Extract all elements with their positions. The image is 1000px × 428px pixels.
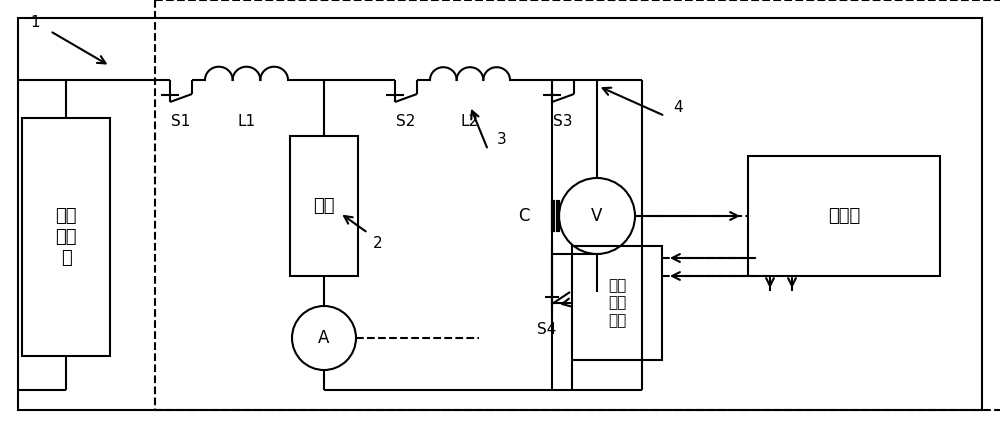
Text: S3: S3	[553, 115, 573, 130]
Bar	[572, 246, 662, 360]
Text: V: V	[591, 207, 603, 225]
Text: 4: 4	[673, 101, 683, 116]
Text: 3: 3	[497, 133, 507, 148]
Text: 2: 2	[373, 235, 383, 250]
Bar	[22, 118, 110, 356]
Text: A: A	[318, 329, 330, 347]
Text: 工控机: 工控机	[828, 207, 860, 225]
Bar	[748, 156, 940, 276]
Text: 直流
充电
电源: 直流 充电 电源	[608, 278, 626, 328]
Bar	[290, 136, 358, 276]
Text: S2: S2	[396, 115, 416, 130]
Text: L1: L1	[237, 115, 256, 130]
Text: C: C	[518, 207, 530, 225]
Text: S4: S4	[537, 323, 557, 338]
Text: 试品: 试品	[313, 197, 335, 215]
Text: 交流
发电
机: 交流 发电 机	[55, 207, 77, 267]
Text: S1: S1	[171, 115, 191, 130]
Text: 1: 1	[30, 15, 40, 30]
Text: L2: L2	[461, 115, 479, 130]
